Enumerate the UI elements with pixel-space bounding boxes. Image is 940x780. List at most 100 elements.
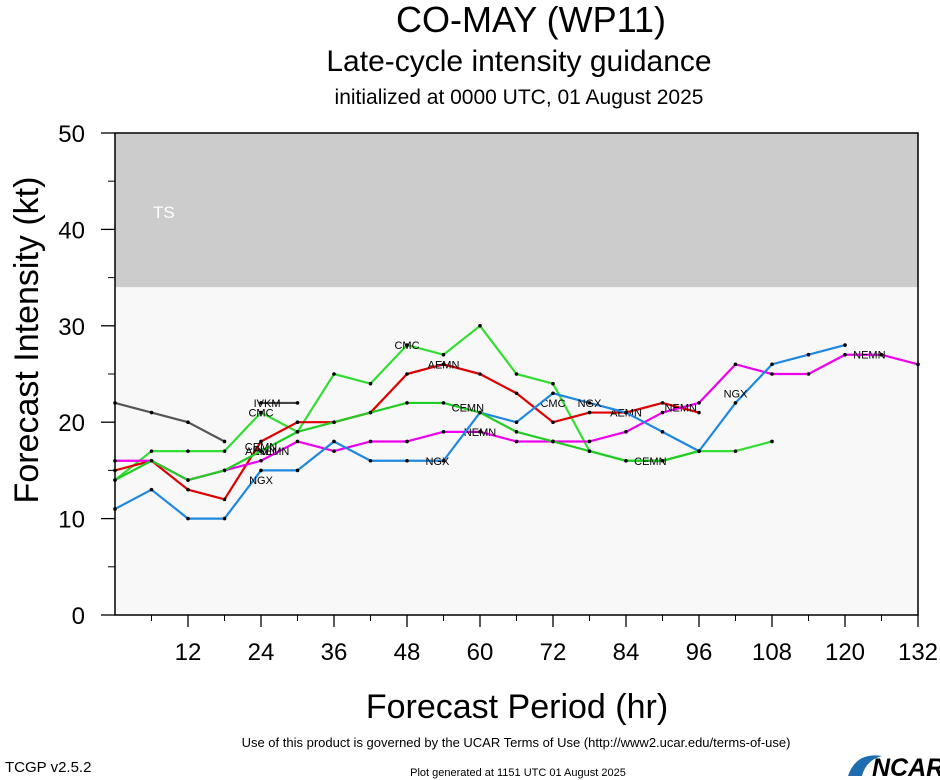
y-tick-label: 10 — [58, 507, 85, 534]
series-cemn: CEMN CEMN CEMN — [113, 401, 701, 482]
data-point-nemn — [478, 430, 482, 434]
series-tag-aemn: AEMN — [428, 359, 460, 371]
data-point-nemn — [879, 352, 884, 357]
data-point-cemn — [259, 449, 263, 453]
data-point-ivcn — [295, 401, 300, 405]
x-tick-label: 132 — [898, 639, 938, 666]
data-point-tclip — [222, 439, 227, 444]
data-point-cemn — [295, 430, 300, 434]
data-point-cemn — [514, 430, 519, 434]
y-tick-label: 20 — [58, 410, 85, 437]
data-point-nemn — [697, 401, 701, 405]
x-tick-label: 120 — [825, 639, 865, 666]
data-point-aemn — [186, 487, 190, 492]
data-point-cmc — [478, 324, 482, 328]
series-tag-cemn: CEMN — [452, 403, 484, 415]
data-point-aemn — [222, 497, 227, 502]
data-point-cmc — [770, 439, 774, 444]
y-axis-ticks: 0 10 20 30 40 50 — [58, 121, 115, 630]
series-tag-ngx: NGX — [578, 398, 603, 410]
data-point-ngx — [368, 458, 373, 463]
data-point-cemn — [587, 449, 592, 453]
chart-title: CO-MAY (WP11) — [396, 0, 666, 40]
series-tag-ngx: NGX — [249, 475, 274, 487]
data-point-aemn — [405, 372, 409, 376]
x-tick-label: 12 — [175, 639, 202, 666]
terms-of-use: Use of this product is governed by the U… — [242, 735, 791, 750]
x-tick-label: 84 — [613, 639, 640, 666]
band-0 — [115, 133, 918, 288]
data-point-ngx — [405, 458, 409, 463]
data-point-cemn — [624, 458, 628, 463]
data-point-nemn — [733, 362, 738, 367]
data-point-cmc — [551, 381, 555, 386]
data-point-cmc — [368, 381, 373, 386]
data-point-cmc — [441, 352, 446, 357]
series-tag-nemn: NEMN — [853, 350, 885, 362]
data-point-aemn — [514, 391, 519, 396]
data-point-cemn — [441, 401, 446, 405]
x-axis-ticks: 12 24 36 48 60 72 84 96 108 120 132 — [151, 615, 938, 666]
x-tick-label: 48 — [394, 639, 421, 666]
data-point-tclip — [149, 410, 154, 415]
data-point-nemn — [332, 449, 336, 453]
data-point-nemn — [405, 439, 409, 444]
data-point-aemn — [587, 410, 592, 415]
data-point-cemn — [149, 458, 154, 463]
data-point-nemn — [587, 439, 592, 444]
data-point-cemn — [368, 410, 373, 415]
data-point-aemn — [660, 401, 665, 405]
y-tick-label: 0 — [72, 603, 85, 630]
data-point-cmc — [332, 372, 336, 376]
data-point-ngx — [587, 401, 592, 405]
data-point-nemn — [770, 372, 774, 376]
series-line-tclip — [114, 401, 226, 443]
ncar-logo-mark — [848, 755, 882, 776]
data-point-aemn — [259, 439, 263, 444]
series-tag-cmc: CMC — [394, 340, 419, 352]
data-point-nemn — [624, 430, 628, 434]
data-point-ngx — [295, 468, 300, 473]
data-point-ngx — [551, 391, 555, 396]
x-axis-title: Forecast Period (hr) — [366, 688, 668, 726]
intensity-bands — [115, 133, 918, 615]
data-point-aemn — [295, 420, 300, 425]
data-point-ivcn — [259, 401, 263, 405]
ncar-logo-text: NCAR — [872, 754, 940, 780]
x-tick-label: 60 — [467, 639, 494, 666]
series-ivcn: IVKM — [254, 398, 300, 410]
x-tick-label: 24 — [248, 639, 275, 666]
data-point-ngx — [259, 468, 263, 473]
data-point-ngx — [733, 401, 738, 405]
generated-time: Plot generated at 1151 UTC 01 August 202… — [410, 767, 626, 779]
ncar-logo: NCAR — [848, 754, 940, 780]
data-point-cmc — [514, 372, 519, 376]
data-point-cemn — [186, 478, 190, 482]
data-point-cemn — [551, 439, 555, 444]
data-point-ngx — [806, 352, 811, 357]
series-tclip — [113, 401, 227, 444]
data-point-nemn — [295, 439, 300, 444]
data-point-aemn — [551, 420, 555, 425]
data-point-ngx — [149, 487, 154, 492]
data-point-aemn — [441, 362, 446, 367]
data-point-cemn — [405, 401, 409, 405]
data-point-cemn — [660, 458, 665, 463]
y-tick-label: 40 — [58, 217, 85, 244]
series-tag-nemn: NEMN — [665, 403, 697, 415]
series-tag-cmc: CMC — [540, 398, 565, 410]
data-point-nemn — [843, 352, 847, 357]
data-point-nemn — [441, 430, 446, 434]
data-point-ngx — [624, 410, 628, 415]
chart-subtitle: Late-cycle intensity guidance — [326, 45, 711, 78]
series-tag-cemn: CEMN — [245, 441, 277, 453]
data-point-ngx — [843, 343, 847, 347]
band-labels: TS — [153, 203, 175, 222]
data-point-ngx — [660, 430, 665, 434]
band-label-ts: TS — [153, 203, 175, 222]
series-tag-nemn: NEMN — [464, 427, 496, 439]
data-point-aemn — [697, 410, 701, 415]
series-tag-ngx: NGX — [724, 388, 749, 400]
x-tick-label: 96 — [686, 639, 713, 666]
